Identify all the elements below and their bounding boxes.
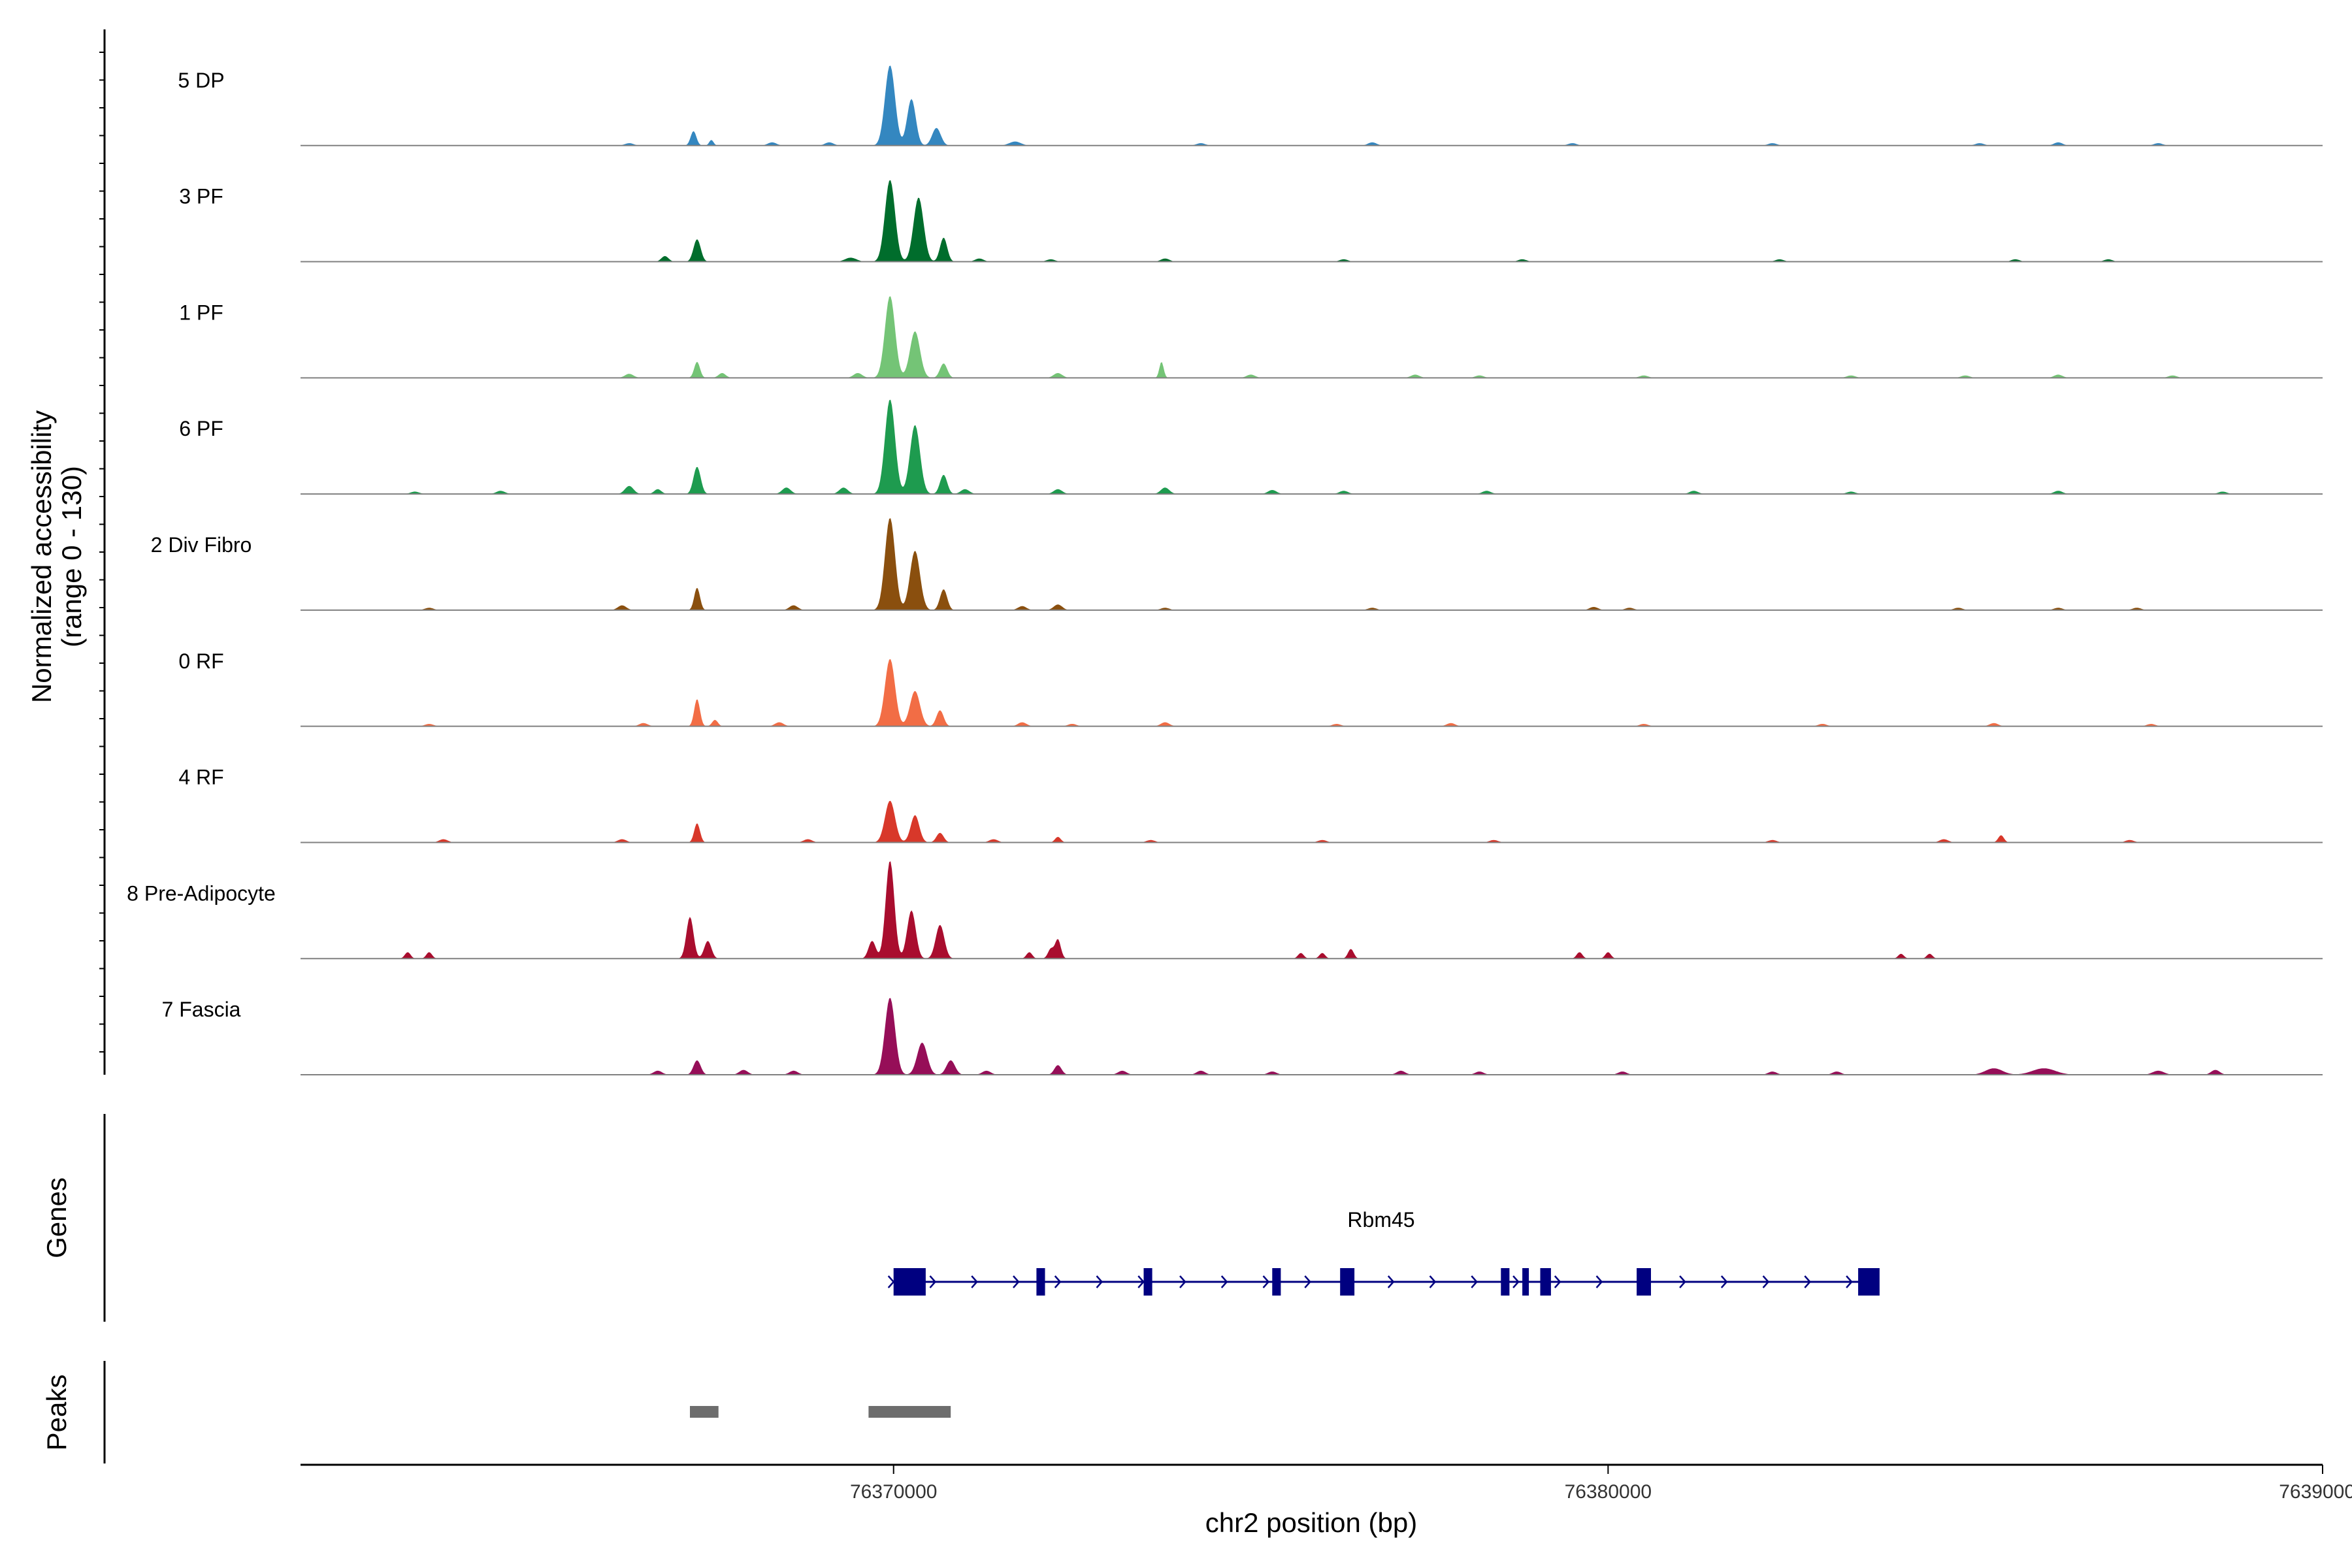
x-tick-label: 76390000 [2279, 1481, 2352, 1503]
strand-arrow [1387, 1275, 1395, 1288]
track-label-1-pf: 1 PF [179, 301, 223, 324]
x-tick-label: 76380000 [1565, 1481, 1652, 1503]
coverage-tracks: 5 DP 3 PF 1 PF 6 PF 2 Div Fibro 0 RF 4 RF 8 Pre… [127, 65, 2323, 1075]
gene-exon [1143, 1268, 1152, 1296]
peaks-track-title: Peaks [41, 1375, 72, 1451]
x-axis-title: chr2 position (bp) [1205, 1507, 1418, 1538]
strand-arrow [1512, 1275, 1520, 1288]
track-label-3-pf: 3 PF [179, 185, 223, 208]
x-axis-ticks: 76370000 76380000 76390000 [850, 1465, 2352, 1503]
area-4-rf [393, 800, 2230, 843]
strand-arrow [1679, 1275, 1686, 1288]
area-6-pf [393, 399, 2230, 495]
strand-arrow [1096, 1275, 1103, 1288]
x-tick-label: 76370000 [850, 1481, 937, 1503]
gene-label-rbm45: Rbm45 [1347, 1208, 1414, 1232]
strand-arrow [1762, 1275, 1770, 1288]
gene-exon [1637, 1268, 1651, 1296]
track-0-rf: 0 RF [178, 649, 2323, 727]
track-label-8-pre-adipocyte: 8 Pre-Adipocyte [127, 881, 276, 905]
track-3-pf: 3 PF [179, 180, 2323, 263]
gene-exon [1340, 1268, 1355, 1296]
track-label-5-dp: 5 DP [178, 69, 224, 92]
genes-track-title: Genes [41, 1177, 72, 1258]
strand-arrow [1720, 1275, 1728, 1288]
gene-exon [1036, 1268, 1045, 1296]
strand-arrow [929, 1275, 937, 1288]
strand-arrow [1054, 1275, 1062, 1288]
gene-exon [1272, 1268, 1281, 1296]
peak-regions [690, 1406, 951, 1418]
y-axis-title-line2: (range 0 - 130) [56, 466, 87, 647]
track-7-fascia: 7 Fascia [162, 998, 2323, 1075]
track-label-4-rf: 4 RF [178, 766, 223, 789]
track-label-7-fascia: 7 Fascia [162, 998, 241, 1021]
gene-exon [1501, 1268, 1510, 1296]
peak-region [690, 1406, 719, 1418]
track-6-pf: 6 PF [179, 399, 2323, 495]
gene-exon [893, 1268, 926, 1296]
strand-arrow [1262, 1275, 1270, 1288]
area-7-fascia [393, 998, 2230, 1075]
peak-region [868, 1406, 951, 1418]
track-label-0-rf: 0 RF [178, 649, 223, 673]
strand-arrow [1846, 1275, 1853, 1288]
strand-arrow [1137, 1275, 1145, 1288]
track-4-rf: 4 RF [178, 766, 2323, 843]
strand-arrow [971, 1275, 978, 1288]
strand-arrow [1804, 1275, 1812, 1288]
strand-arrow [1013, 1275, 1020, 1288]
track-1-pf: 1 PF [179, 296, 2323, 379]
strand-arrow [887, 1275, 895, 1288]
area-8-pre-adipocyte [393, 861, 2230, 959]
area-0-rf [393, 659, 2230, 727]
area-5-dp [393, 65, 2230, 146]
strand-arrow [1554, 1275, 1561, 1288]
strand-arrow [1179, 1275, 1186, 1288]
strand-arrow [1471, 1275, 1478, 1288]
gene-track [887, 1268, 1880, 1296]
strand-arrow [1595, 1275, 1603, 1288]
track-5-dp: 5 DP [178, 65, 2323, 146]
area-3-pf [393, 180, 2230, 262]
area-1-pf [393, 296, 2230, 378]
track-label-2-div-fibro: 2 Div Fibro [151, 533, 252, 557]
y-axis-title-line1: Normalized accessibility [26, 410, 57, 703]
coverage-y-ticks [99, 52, 105, 1053]
gene-exon [1522, 1268, 1529, 1296]
strand-arrow [1304, 1275, 1311, 1288]
track-8-pre-adipocyte: 8 Pre-Adipocyte [127, 861, 2323, 960]
area-2-div-fibro [393, 518, 2230, 610]
gene-exon [1858, 1268, 1880, 1296]
strand-arrow [1220, 1275, 1228, 1288]
strand-arrow [1429, 1275, 1437, 1288]
track-label-6-pf: 6 PF [179, 417, 223, 440]
gene-exon [1540, 1268, 1551, 1296]
track-2-div-fibro: 2 Div Fibro [151, 518, 2323, 611]
